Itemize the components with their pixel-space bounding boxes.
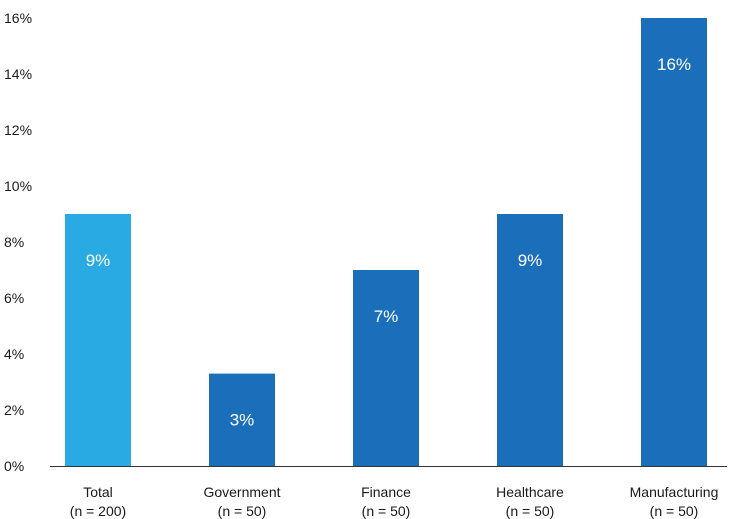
x-category-label: Government [203, 484, 280, 500]
x-category-label: Healthcare [496, 484, 564, 500]
y-tick-label: 0% [4, 458, 24, 474]
y-tick-label: 14% [4, 66, 32, 82]
y-tick-label: 2% [4, 402, 24, 418]
x-category-label: Manufacturing [630, 484, 719, 500]
bar-value-label: 3% [230, 411, 255, 430]
x-category-note: (n = 200) [70, 503, 126, 519]
x-category-note: (n = 50) [650, 503, 699, 519]
bar [641, 18, 707, 466]
y-tick-label: 6% [4, 290, 24, 306]
x-category-note: (n = 50) [218, 503, 267, 519]
x-category-label: Total [83, 484, 113, 500]
y-axis: 0% 2% 4% 6% 8% 10% 12% 14% 16% [4, 10, 32, 474]
bar-value-label: 9% [518, 251, 543, 270]
y-tick-label: 12% [4, 122, 32, 138]
bar [497, 214, 563, 466]
x-category-label: Finance [361, 484, 411, 500]
bar-value-label: 9% [86, 251, 111, 270]
bar-value-label: 16% [657, 55, 691, 74]
x-axis: Total (n = 200) Government (n = 50) Finance (… [50, 466, 727, 519]
bars: 9% 3% 7% 9% 16% [65, 18, 707, 466]
y-tick-label: 8% [4, 234, 24, 250]
y-tick-label: 10% [4, 178, 32, 194]
bar-value-label: 7% [374, 307, 399, 326]
y-tick-label: 16% [4, 10, 32, 26]
x-category-note: (n = 50) [506, 503, 555, 519]
bar [209, 373, 275, 466]
y-tick-label: 4% [4, 346, 24, 362]
x-category-note: (n = 50) [362, 503, 411, 519]
bar [65, 214, 131, 466]
bar [353, 270, 419, 466]
